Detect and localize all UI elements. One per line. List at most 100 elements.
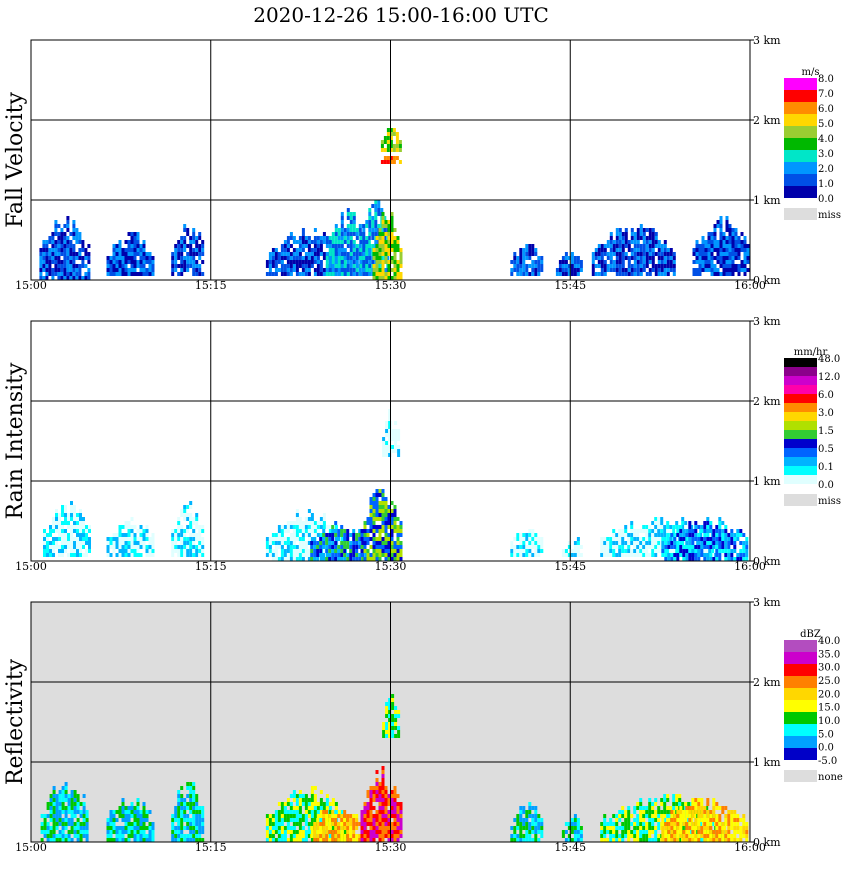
echo-pixel <box>672 806 676 810</box>
echo-pixel <box>719 272 723 276</box>
echo-pixel <box>334 553 338 557</box>
echo-pixel <box>189 810 193 814</box>
echo-pixel <box>319 814 323 818</box>
echo-pixel <box>180 256 184 260</box>
echo-pixel <box>707 252 711 256</box>
echo-pixel <box>76 818 80 822</box>
echo-pixel <box>719 236 723 240</box>
echo-pixel <box>274 810 278 814</box>
echo-pixel <box>698 256 702 260</box>
echo-pixel <box>198 810 202 814</box>
echo-pixel <box>369 505 373 509</box>
echo-pixel <box>627 244 631 248</box>
echo-pixel <box>151 272 155 276</box>
echo-pixel <box>180 260 184 264</box>
echo-pixel <box>743 268 747 272</box>
echo-pixel <box>286 529 290 533</box>
echo-pixel <box>69 252 73 256</box>
echo-pixel <box>648 252 652 256</box>
echo-pixel <box>268 822 272 826</box>
echo-pixel <box>352 212 356 216</box>
echo-pixel <box>525 537 529 541</box>
echo-pixel <box>661 822 665 826</box>
echo-pixel <box>186 545 190 549</box>
echo-pixel <box>73 826 77 830</box>
echo-pixel <box>745 553 749 557</box>
echo-pixel <box>710 272 714 276</box>
echo-pixel <box>195 830 199 834</box>
echo-pixel <box>313 806 317 810</box>
echo-pixel <box>718 537 722 541</box>
colorbar-label: 7.0 <box>818 89 834 100</box>
echo-pixel <box>561 272 565 276</box>
echo-pixel <box>636 818 640 822</box>
echo-pixel <box>359 264 363 268</box>
echo-pixel <box>733 838 737 842</box>
echo-pixel <box>310 557 314 561</box>
echo-pixel <box>365 248 369 252</box>
echo-pixel <box>716 252 720 256</box>
echo-pixel <box>391 706 395 710</box>
echo-pixel <box>64 794 68 798</box>
echo-pixel <box>368 224 372 228</box>
echo-pixel <box>183 224 187 228</box>
echo-pixel <box>573 268 577 272</box>
echo-pixel <box>633 264 637 268</box>
echo-pixel <box>319 834 323 838</box>
echo-pixel <box>142 826 146 830</box>
echo-pixel <box>372 838 376 842</box>
echo-pixel <box>133 537 137 541</box>
echo-pixel <box>579 260 583 264</box>
echo-pixel <box>121 264 125 268</box>
echo-region <box>561 814 583 842</box>
echo-pixel <box>393 557 397 561</box>
echo-pixel <box>69 268 73 272</box>
echo-pixel <box>648 260 652 264</box>
echo-pixel <box>369 818 373 822</box>
echo-pixel <box>682 549 686 553</box>
echo-pixel <box>295 557 299 561</box>
echo-pixel <box>387 818 391 822</box>
echo-pixel <box>695 256 699 260</box>
echo-pixel <box>648 553 652 557</box>
echo-pixel <box>145 529 149 533</box>
echo-pixel <box>189 794 193 798</box>
echo-pixel <box>678 802 682 806</box>
echo-pixel <box>733 557 737 561</box>
echo-pixel <box>381 268 385 272</box>
echo-pixel <box>349 260 353 264</box>
echo-pixel <box>739 826 743 830</box>
echo-pixel <box>663 252 667 256</box>
echo-pixel <box>393 838 397 842</box>
echo-pixel <box>391 730 395 734</box>
echo-pixel <box>189 525 193 529</box>
echo-pixel <box>66 272 70 276</box>
echo-pixel <box>745 541 749 545</box>
echo-pixel <box>727 814 731 818</box>
echo-pixel <box>352 260 356 264</box>
echo-pixel <box>387 276 391 280</box>
echo-pixel <box>397 453 401 457</box>
echo-pixel <box>180 533 184 537</box>
echo-pixel <box>396 822 400 826</box>
echo-pixel <box>112 252 116 256</box>
echo-pixel <box>612 822 616 826</box>
echo-pixel <box>337 268 341 272</box>
echo-pixel <box>130 236 134 240</box>
echo-pixel <box>85 810 89 814</box>
echo-pixel <box>130 533 134 537</box>
echo-pixel <box>82 529 85 533</box>
echo-pixel <box>374 208 378 212</box>
echo-pixel <box>633 549 637 553</box>
echo-pixel <box>688 810 692 814</box>
echo-pixel <box>510 541 514 545</box>
echo-pixel <box>151 838 155 842</box>
echo-pixel <box>573 818 577 822</box>
echo-pixel <box>301 830 305 834</box>
echo-pixel <box>174 252 178 256</box>
echo-pixel <box>534 826 538 830</box>
colorbar-unit: m/s <box>802 67 820 78</box>
echo-pixel <box>343 814 347 818</box>
echo-pixel <box>49 794 53 798</box>
echo-pixel <box>606 268 610 272</box>
